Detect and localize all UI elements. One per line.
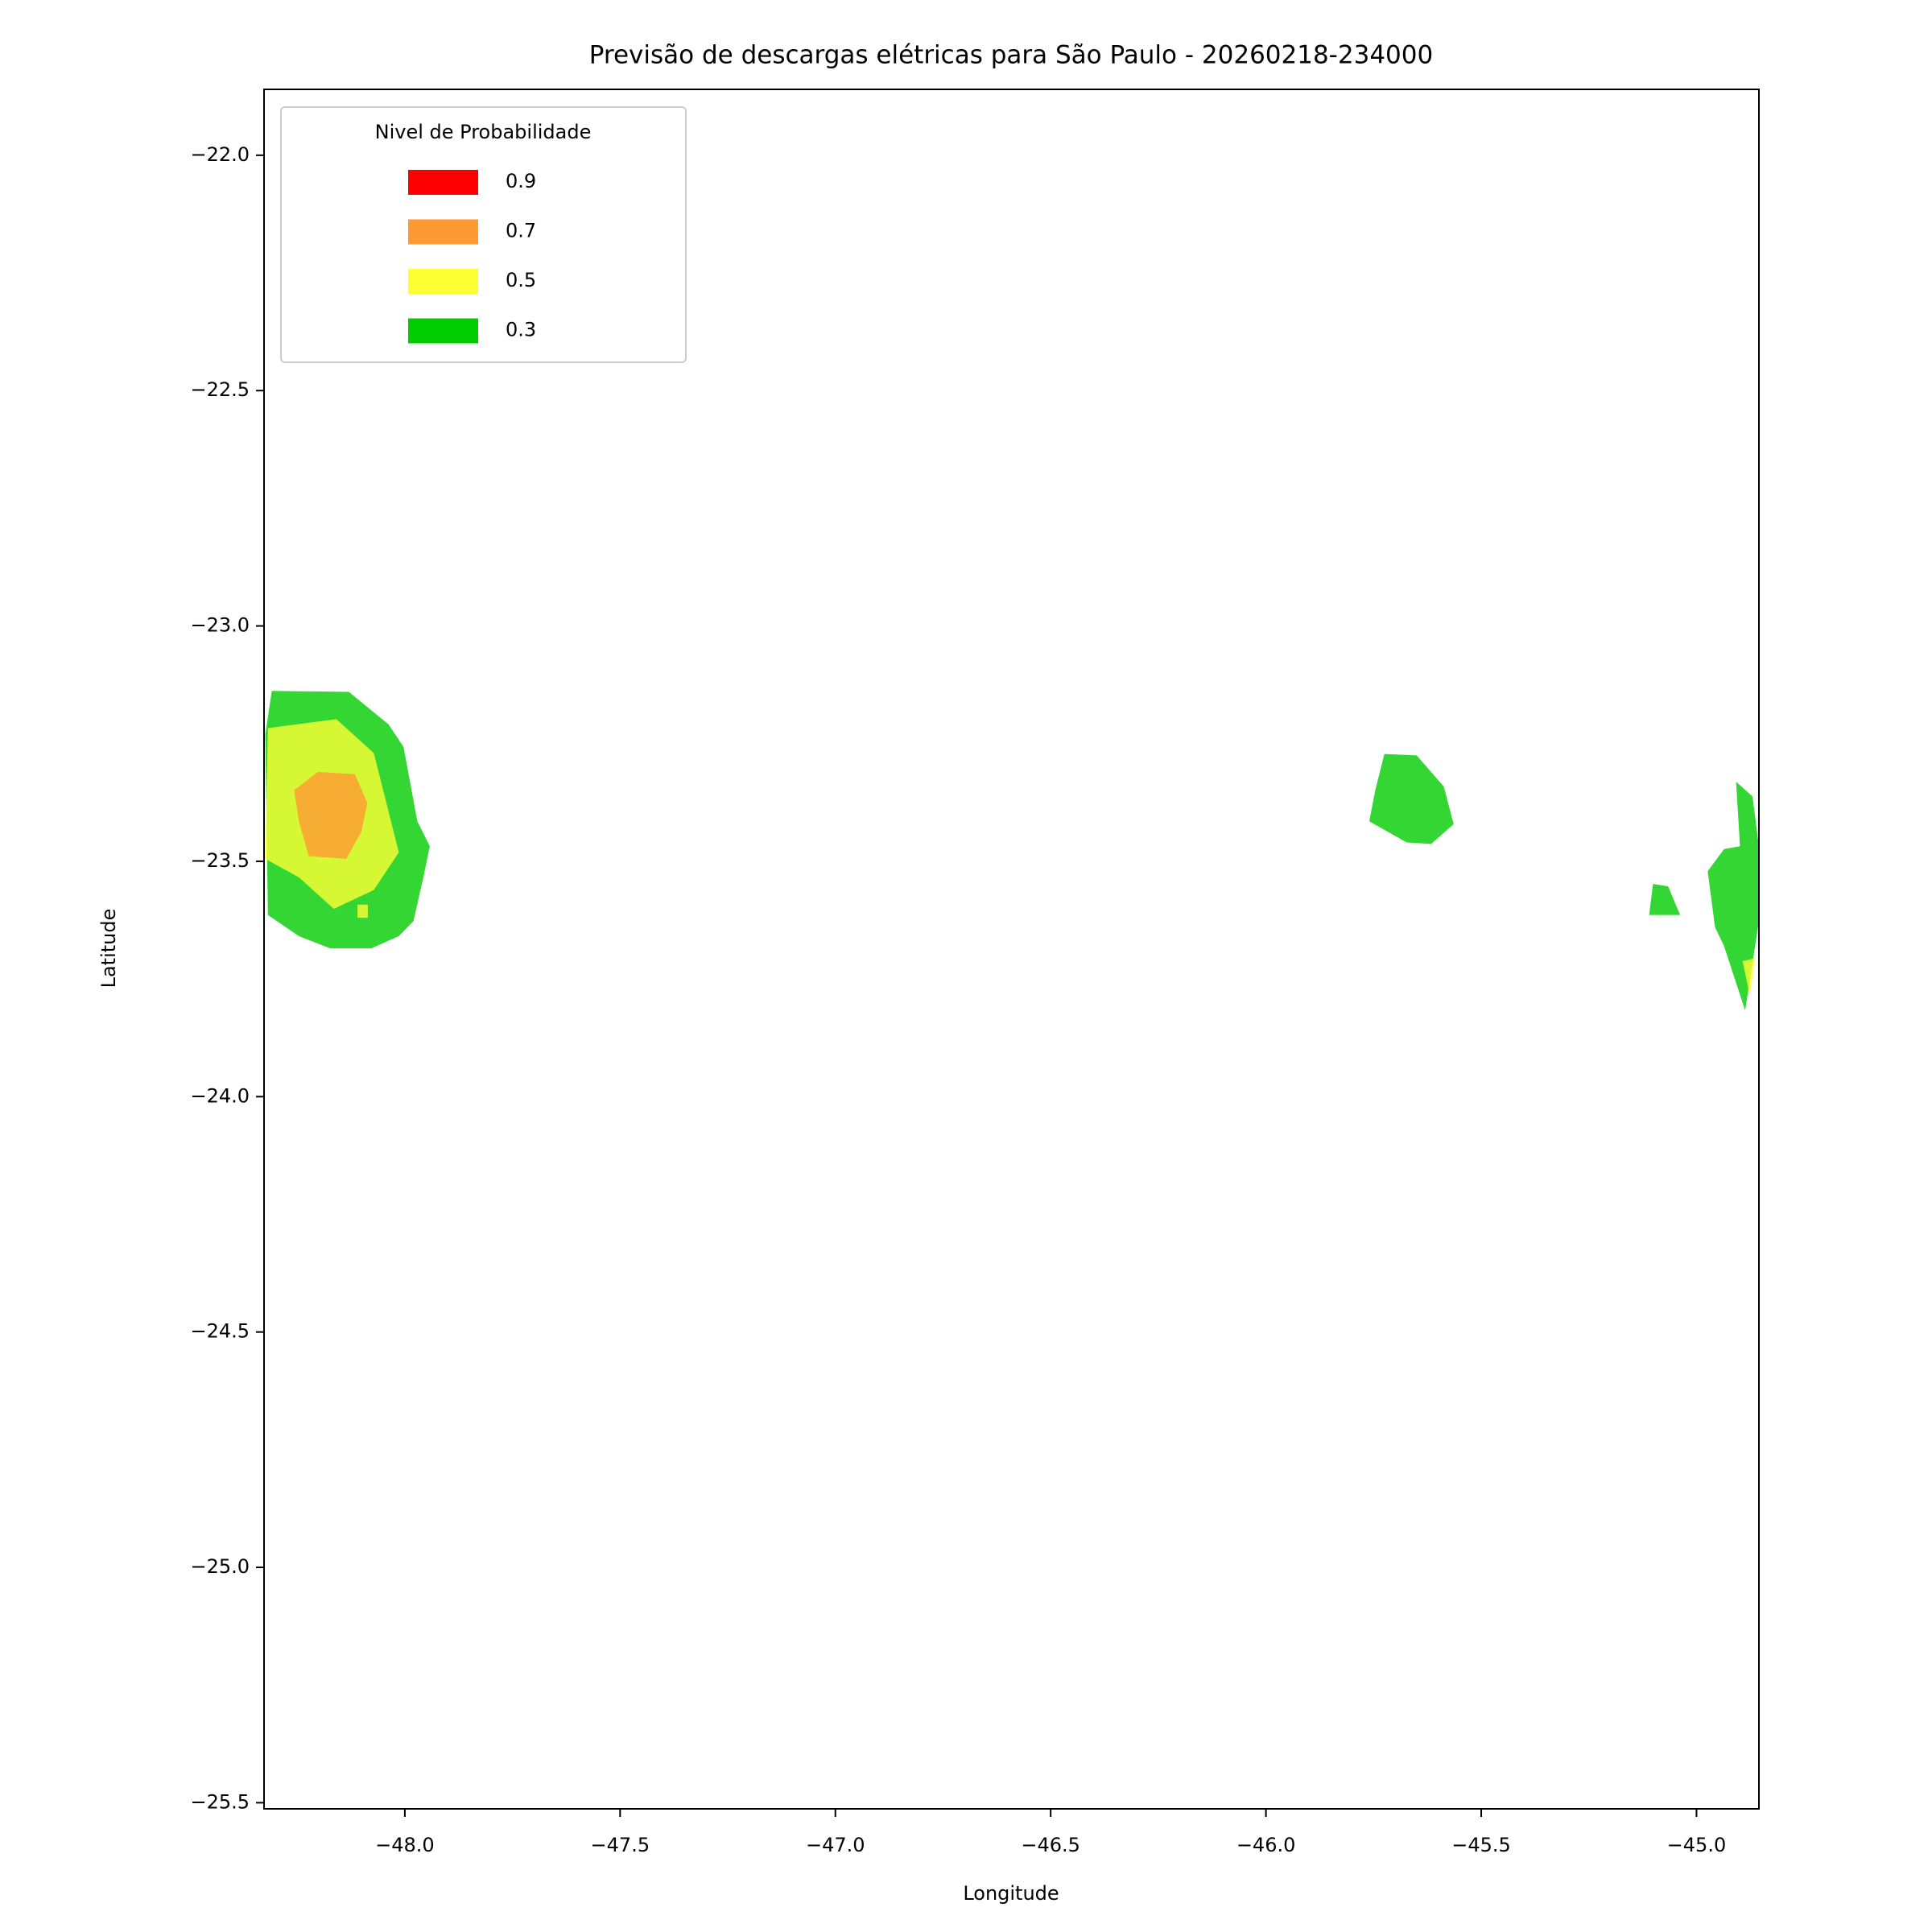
x-tick-label: −48.0: [375, 1834, 435, 1856]
y-tick-label: −24.0: [190, 1084, 250, 1107]
legend-label: 0.5: [506, 269, 536, 291]
y-tick-label: −25.5: [190, 1790, 250, 1813]
plot-frame: [263, 89, 1760, 1810]
x-tick-label: −45.0: [1667, 1834, 1727, 1856]
contour-region: [1649, 884, 1681, 915]
contour-regions: [265, 691, 1759, 1011]
legend-swatch: [408, 219, 478, 245]
legend-title: Nivel de Probabilidade: [375, 121, 592, 143]
contour-region: [294, 771, 368, 860]
x-tick-label: −46.0: [1236, 1834, 1296, 1856]
contour-region: [1368, 753, 1454, 844]
chart-title: Previsão de descargas elétricas para São…: [589, 41, 1433, 70]
contour-region: [1707, 782, 1759, 1011]
contour-region: [357, 904, 368, 919]
legend-swatch: [408, 318, 478, 344]
x-tick-label: −46.5: [1021, 1834, 1080, 1856]
y-tick-label: −22.5: [190, 378, 250, 401]
x-tick-label: −45.5: [1451, 1834, 1511, 1856]
x-axis-label: Longitude: [963, 1882, 1059, 1905]
legend-label: 0.7: [506, 220, 536, 242]
y-tick-label: −25.0: [190, 1555, 250, 1578]
x-tick-label: −47.5: [591, 1834, 650, 1856]
y-tick-label: −22.0: [190, 143, 250, 166]
legend-swatch: [408, 269, 478, 294]
y-tick-label: −23.0: [190, 614, 250, 637]
legend-box: [280, 106, 687, 363]
y-axis-label: Latitude: [97, 909, 120, 989]
contour-region: [1742, 958, 1756, 997]
y-tick-label: −24.5: [190, 1320, 250, 1343]
legend-label: 0.9: [506, 170, 536, 192]
y-tick-label: −23.5: [190, 849, 250, 872]
legend-label: 0.3: [506, 319, 536, 341]
x-tick-label: −47.0: [806, 1834, 865, 1856]
legend-swatch: [408, 170, 478, 195]
